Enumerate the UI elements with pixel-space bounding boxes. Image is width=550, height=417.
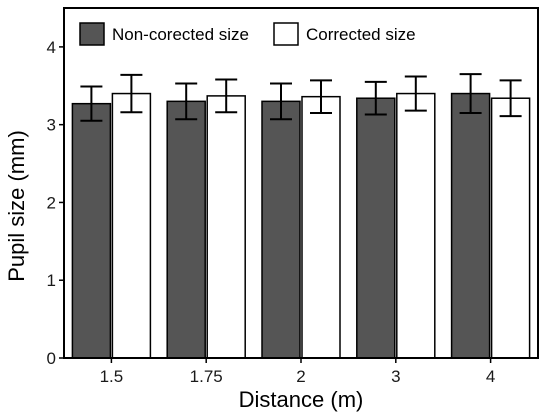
bar-corrected-2	[301, 95, 341, 359]
x-tick-label: 1.5	[100, 367, 124, 386]
x-tick-label: 2	[296, 367, 305, 386]
x-tick-label: 1.75	[190, 367, 223, 386]
bar-corrected-4	[490, 97, 531, 359]
legend-label: Non-corected size	[112, 25, 249, 44]
x-tick-label: 3	[391, 367, 400, 386]
error-bar-corrected-4	[499, 79, 522, 118]
error-bar-noncorrected-3	[364, 80, 387, 116]
bar-noncorrected-1.75	[166, 100, 206, 359]
bars-layer	[71, 92, 531, 359]
bar-corrected-1.75	[206, 95, 246, 359]
y-tick-label: 2	[47, 193, 56, 212]
legend-swatch	[273, 22, 299, 46]
error-bar-noncorrected-2	[270, 82, 292, 121]
y-tick-label: 1	[47, 271, 56, 290]
bar-noncorrected-4	[450, 92, 491, 359]
error-bar-corrected-1.5	[120, 73, 143, 114]
legend: Non-corected size Corrected size	[79, 22, 416, 46]
bar-noncorrected-2	[261, 100, 301, 359]
y-axis-title: Pupil size (mm)	[4, 130, 29, 282]
error-bars-layer	[80, 73, 522, 122]
error-bar-noncorrected-1.75	[175, 82, 198, 121]
x-axis-title: Distance (m)	[239, 387, 364, 412]
axes-layer: 1.5 1.75 2 3 4 0 1 2 3 4	[47, 7, 539, 386]
error-bar-noncorrected-4	[459, 73, 482, 114]
error-bar-corrected-3	[404, 75, 427, 112]
bar-corrected-1.5	[111, 92, 152, 359]
legend-swatch	[79, 22, 105, 46]
plot-frame	[63, 7, 539, 359]
bar-noncorrected-1.5	[71, 102, 112, 359]
bar-corrected-3	[396, 92, 436, 359]
y-tick-label: 3	[47, 116, 56, 135]
error-bar-corrected-1.75	[215, 78, 238, 114]
legend-item-noncorrected: Non-corected size	[79, 22, 249, 46]
legend-item-corrected: Corrected size	[273, 22, 416, 46]
legend-label: Corrected size	[306, 25, 416, 44]
y-tick-label: 4	[47, 38, 56, 57]
y-tick-label: 0	[47, 349, 56, 368]
error-bar-noncorrected-1.5	[80, 85, 103, 122]
x-tick-label: 4	[486, 367, 495, 386]
bar-noncorrected-3	[356, 97, 396, 359]
error-bar-corrected-2	[310, 79, 332, 114]
